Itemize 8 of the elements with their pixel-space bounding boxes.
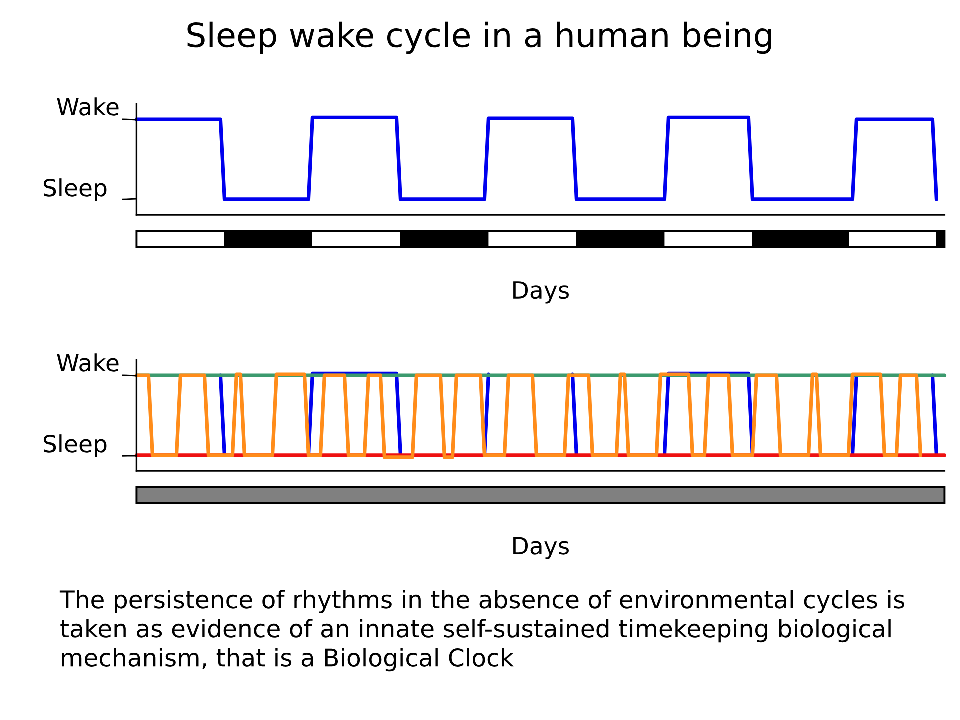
- text: The persistence of rhythms in the absence of environmental cycles is taken as evidence of an innate self-sustained timekeeping biological mechanism, that is a Biological Clock: [60, 590, 904, 672]
- x-axis-title: Days: [514, 282, 570, 304]
- x-axis-title: Days: [514, 537, 570, 560]
- text: Wake: [57, 354, 119, 372]
- text: Wake: [57, 98, 119, 116]
- text: Sleep: [44, 434, 107, 458]
- text: Sleep: [44, 178, 107, 202]
- chart-title: Sleep wake cycle in a human being: [188, 22, 772, 54]
